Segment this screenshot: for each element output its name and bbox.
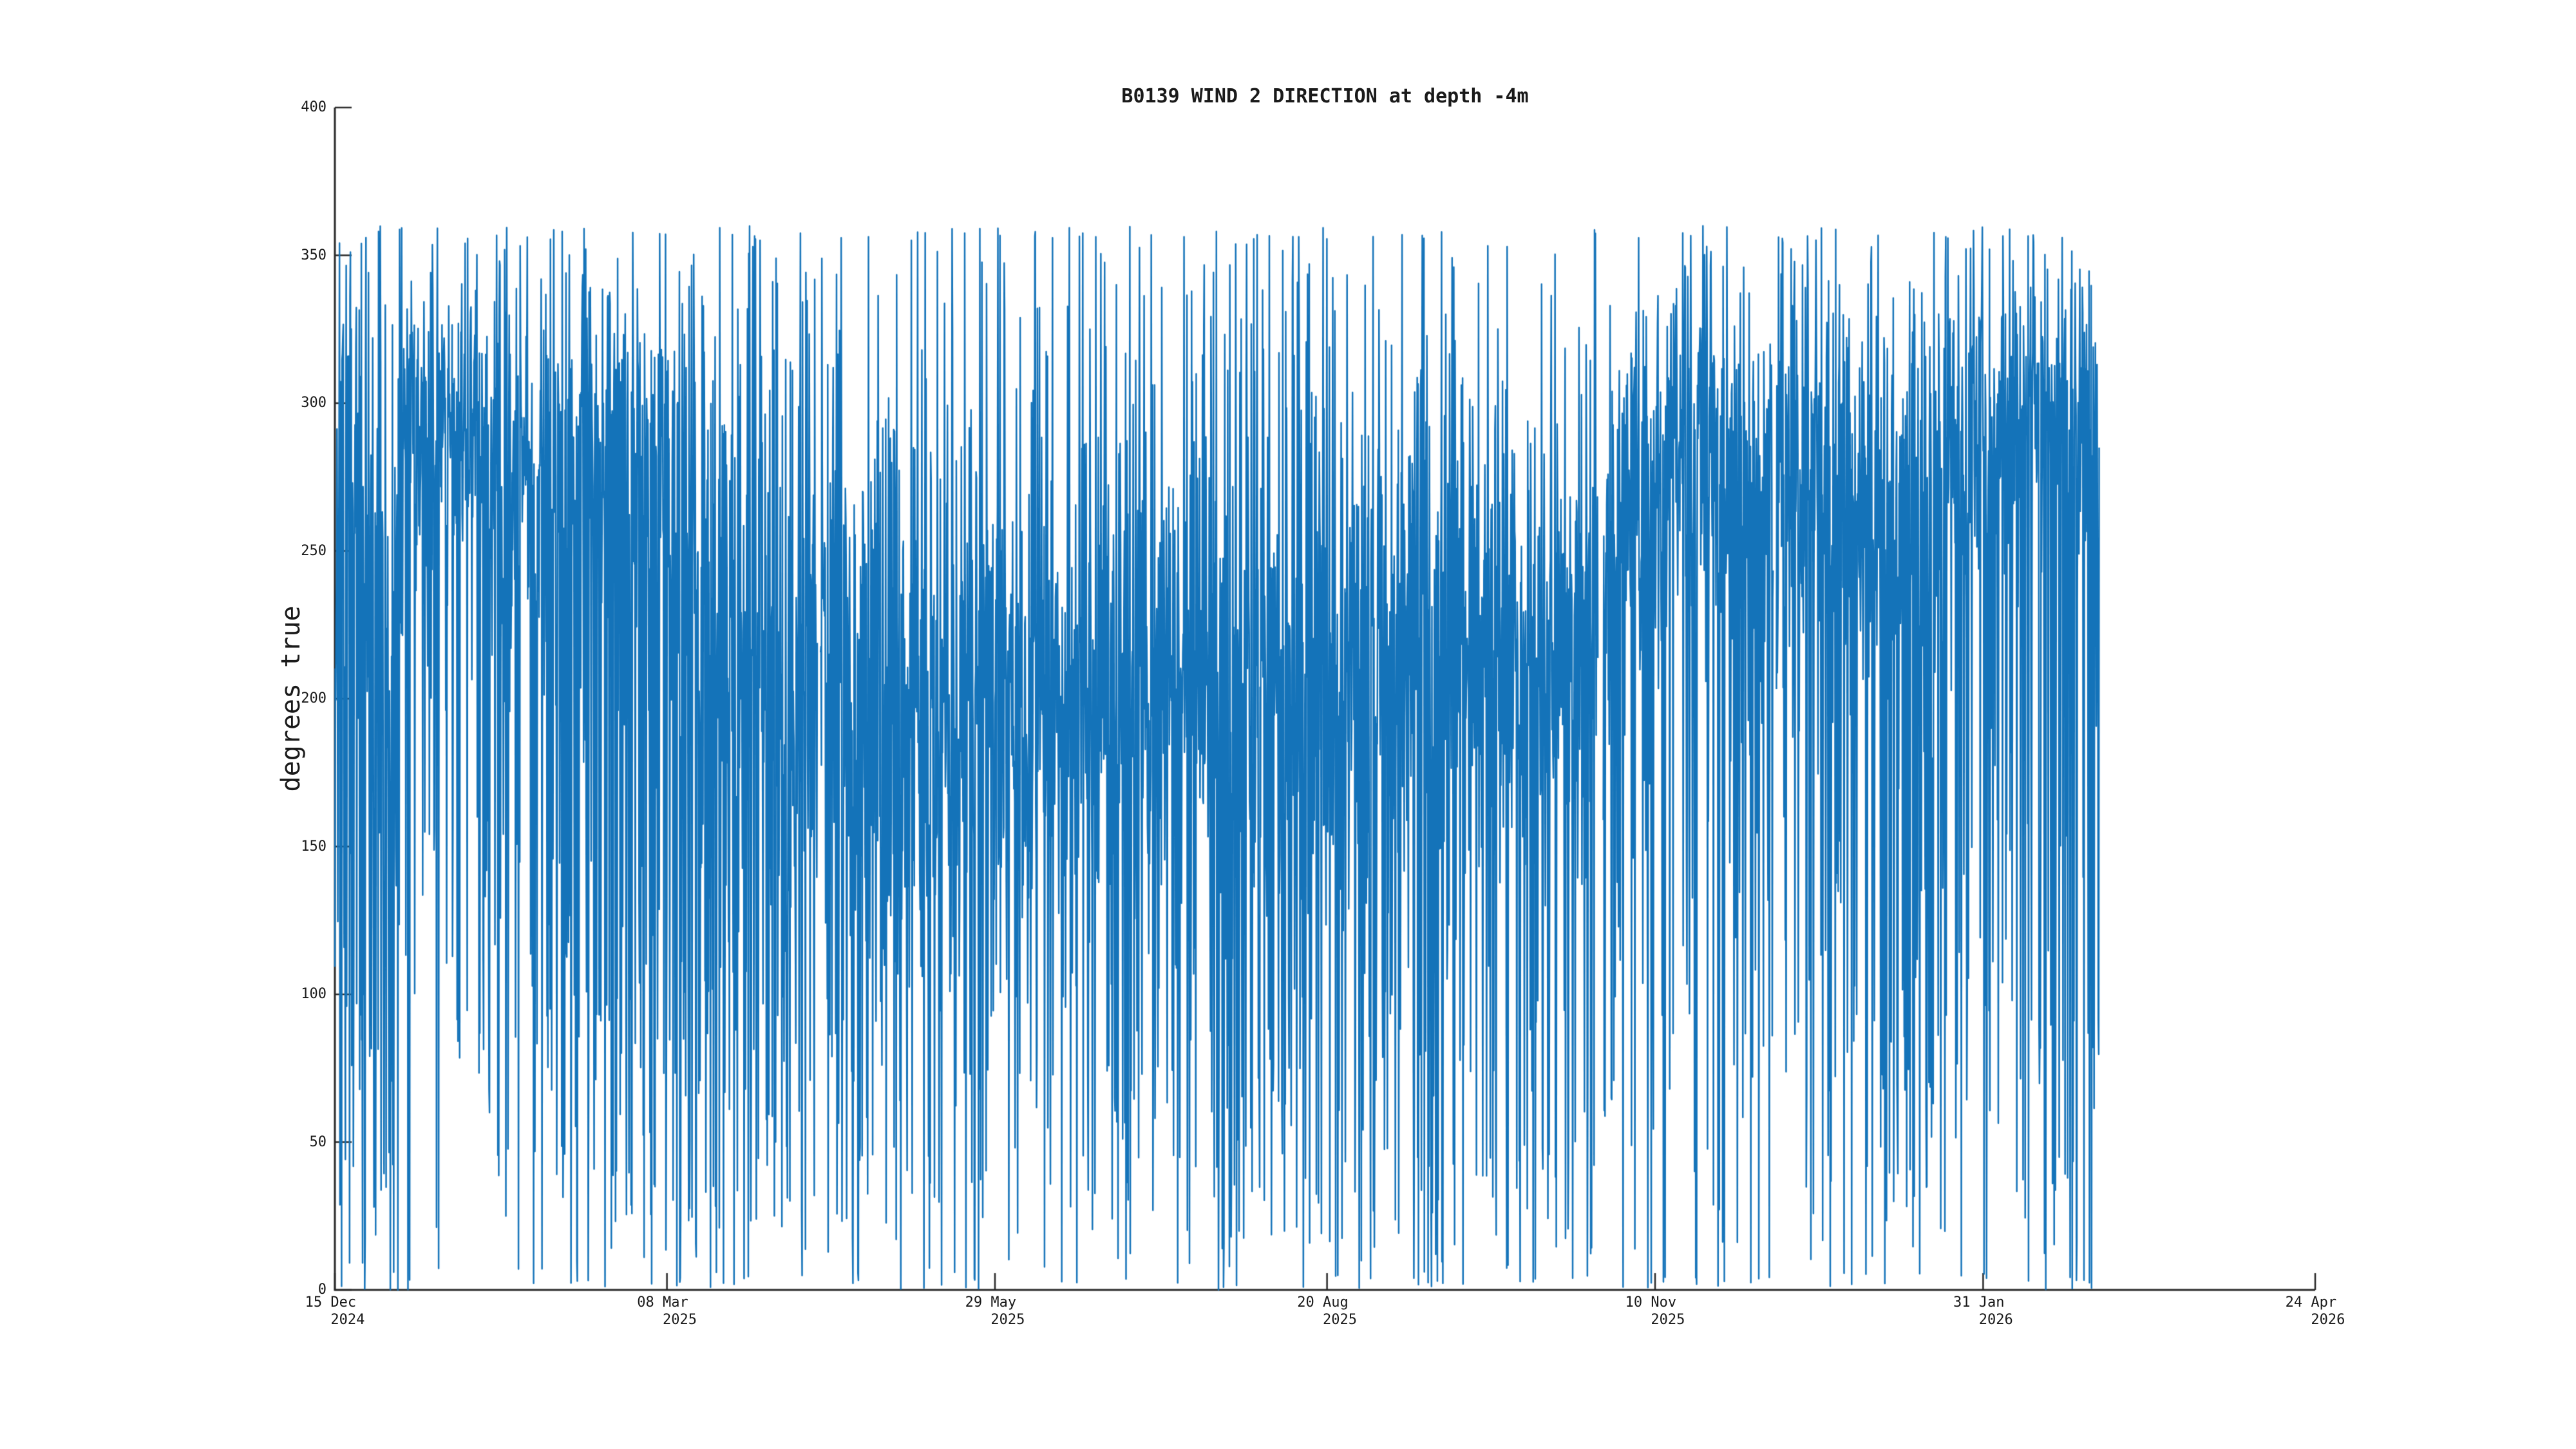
x-tick-year: 2025 bbox=[1322, 1312, 1357, 1328]
x-tick-label: 20 Aug 2025 bbox=[1297, 1294, 1357, 1329]
y-tick-label: 0 bbox=[317, 1282, 327, 1298]
x-tick-label: 24 Apr 2026 bbox=[2286, 1294, 2345, 1329]
x-tick-date: 15 Dec bbox=[305, 1294, 357, 1311]
x-tick-year: 2025 bbox=[662, 1312, 697, 1328]
y-tick-label: 200 bbox=[301, 690, 327, 706]
x-tick-date: 29 May bbox=[965, 1294, 1017, 1311]
y-tick-label: 150 bbox=[301, 838, 327, 855]
chart-title: B0139 WIND 2 DIRECTION at depth -4m bbox=[1121, 85, 1529, 108]
y-tick-label: 400 bbox=[301, 99, 327, 115]
y-tick-label: 100 bbox=[301, 986, 327, 1002]
y-tick-label: 350 bbox=[301, 247, 327, 263]
x-tick-year: 2025 bbox=[990, 1312, 1025, 1328]
y-axis-tick-labels: 0 50 100 150 200 250 300 350 400 bbox=[0, 0, 327, 1449]
x-tick-date: 20 Aug bbox=[1297, 1294, 1349, 1311]
x-tick-date: 10 Nov bbox=[1625, 1294, 1677, 1311]
x-tick-year: 2026 bbox=[1978, 1312, 2013, 1328]
y-tick-label: 50 bbox=[309, 1133, 327, 1150]
x-tick-year: 2025 bbox=[1651, 1312, 1685, 1328]
x-tick-date: 31 Jan bbox=[1953, 1294, 2005, 1311]
x-tick-date: 08 Mar bbox=[637, 1294, 688, 1311]
x-tick-year: 2024 bbox=[330, 1312, 365, 1328]
y-tick-label: 250 bbox=[301, 542, 327, 559]
x-tick-label: 15 Dec 2024 bbox=[305, 1294, 365, 1329]
x-tick-label: 08 Mar 2025 bbox=[637, 1294, 697, 1329]
x-tick-label: 10 Nov 2025 bbox=[1625, 1294, 1685, 1329]
y-tick-label: 300 bbox=[301, 395, 327, 411]
x-tick-label: 29 May 2025 bbox=[965, 1294, 1025, 1329]
x-tick-date: 24 Apr bbox=[2285, 1294, 2337, 1311]
x-tick-label: 31 Jan 2026 bbox=[1953, 1294, 2013, 1329]
x-tick-year: 2026 bbox=[2311, 1312, 2345, 1328]
